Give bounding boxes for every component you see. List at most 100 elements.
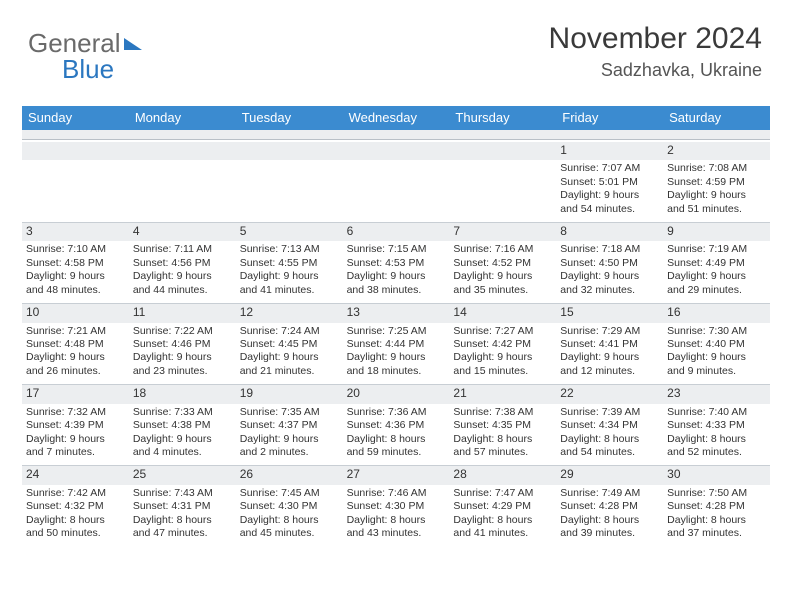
dow-label: Monday <box>129 106 236 130</box>
brand-mark-icon <box>124 38 142 50</box>
day-cell-9: 9Sunrise: 7:19 AMSunset: 4:49 PMDaylight… <box>663 220 770 301</box>
calendar-week: 3Sunrise: 7:10 AMSunset: 4:58 PMDaylight… <box>22 220 770 301</box>
day-of-week-header: SundayMondayTuesdayWednesdayThursdayFrid… <box>22 106 770 130</box>
sunrise-text: Sunrise: 7:40 AM <box>667 406 766 419</box>
day-cell-18: 18Sunrise: 7:33 AMSunset: 4:38 PMDayligh… <box>129 382 236 463</box>
month-title: November 2024 <box>549 22 762 56</box>
sunrise-text: Sunrise: 7:21 AM <box>26 325 125 338</box>
calendar-week: 1Sunrise: 7:07 AMSunset: 5:01 PMDaylight… <box>22 140 770 220</box>
sunrise-text: Sunrise: 7:33 AM <box>133 406 232 419</box>
sunrise-text: Sunrise: 7:07 AM <box>560 162 659 175</box>
day-number <box>343 142 450 160</box>
day-number <box>449 142 556 160</box>
day-cell-29: 29Sunrise: 7:49 AMSunset: 4:28 PMDayligh… <box>556 463 663 544</box>
sunrise-text: Sunrise: 7:45 AM <box>240 487 339 500</box>
daylight-text: Daylight: 9 hours and 48 minutes. <box>26 270 125 297</box>
daylight-text: Daylight: 8 hours and 41 minutes. <box>453 514 552 541</box>
daylight-text: Daylight: 9 hours and 15 minutes. <box>453 351 552 378</box>
dow-label: Friday <box>556 106 663 130</box>
daylight-text: Daylight: 9 hours and 4 minutes. <box>133 433 232 460</box>
daylight-text: Daylight: 8 hours and 37 minutes. <box>667 514 766 541</box>
daylight-text: Daylight: 8 hours and 54 minutes. <box>560 433 659 460</box>
day-cell-10: 10Sunrise: 7:21 AMSunset: 4:48 PMDayligh… <box>22 301 129 382</box>
sunset-text: Sunset: 4:33 PM <box>667 419 766 432</box>
sunset-text: Sunset: 4:52 PM <box>453 257 552 270</box>
sunrise-text: Sunrise: 7:38 AM <box>453 406 552 419</box>
day-cell-3: 3Sunrise: 7:10 AMSunset: 4:58 PMDaylight… <box>22 220 129 301</box>
sunrise-text: Sunrise: 7:08 AM <box>667 162 766 175</box>
day-cell-11: 11Sunrise: 7:22 AMSunset: 4:46 PMDayligh… <box>129 301 236 382</box>
day-number: 12 <box>236 303 343 322</box>
daylight-text: Daylight: 9 hours and 9 minutes. <box>667 351 766 378</box>
day-cell-16: 16Sunrise: 7:30 AMSunset: 4:40 PMDayligh… <box>663 301 770 382</box>
sunrise-text: Sunrise: 7:42 AM <box>26 487 125 500</box>
brand-part2: Blue <box>62 54 114 85</box>
day-cell-14: 14Sunrise: 7:27 AMSunset: 4:42 PMDayligh… <box>449 301 556 382</box>
sunset-text: Sunset: 4:35 PM <box>453 419 552 432</box>
day-cell-30: 30Sunrise: 7:50 AMSunset: 4:28 PMDayligh… <box>663 463 770 544</box>
sunrise-text: Sunrise: 7:46 AM <box>347 487 446 500</box>
day-number: 11 <box>129 303 236 322</box>
daylight-text: Daylight: 9 hours and 12 minutes. <box>560 351 659 378</box>
sunset-text: Sunset: 4:36 PM <box>347 419 446 432</box>
daylight-text: Daylight: 9 hours and 21 minutes. <box>240 351 339 378</box>
day-number: 24 <box>22 465 129 484</box>
sunset-text: Sunset: 4:59 PM <box>667 176 766 189</box>
day-number: 30 <box>663 465 770 484</box>
day-number: 14 <box>449 303 556 322</box>
day-number: 4 <box>129 222 236 241</box>
day-cell-21: 21Sunrise: 7:38 AMSunset: 4:35 PMDayligh… <box>449 382 556 463</box>
calendar-week: 10Sunrise: 7:21 AMSunset: 4:48 PMDayligh… <box>22 301 770 382</box>
day-number: 3 <box>22 222 129 241</box>
daylight-text: Daylight: 9 hours and 38 minutes. <box>347 270 446 297</box>
daylight-text: Daylight: 9 hours and 32 minutes. <box>560 270 659 297</box>
day-cell-empty <box>236 140 343 220</box>
daylight-text: Daylight: 8 hours and 59 minutes. <box>347 433 446 460</box>
sunset-text: Sunset: 4:30 PM <box>240 500 339 513</box>
daylight-text: Daylight: 9 hours and 51 minutes. <box>667 189 766 216</box>
daylight-text: Daylight: 8 hours and 52 minutes. <box>667 433 766 460</box>
day-cell-12: 12Sunrise: 7:24 AMSunset: 4:45 PMDayligh… <box>236 301 343 382</box>
day-number: 18 <box>129 384 236 403</box>
sunset-text: Sunset: 4:40 PM <box>667 338 766 351</box>
sunrise-text: Sunrise: 7:16 AM <box>453 243 552 256</box>
day-number: 13 <box>343 303 450 322</box>
day-number: 19 <box>236 384 343 403</box>
sunset-text: Sunset: 4:46 PM <box>133 338 232 351</box>
sunset-text: Sunset: 4:49 PM <box>667 257 766 270</box>
sunset-text: Sunset: 4:42 PM <box>453 338 552 351</box>
daylight-text: Daylight: 9 hours and 29 minutes. <box>667 270 766 297</box>
day-number: 9 <box>663 222 770 241</box>
sunrise-text: Sunrise: 7:18 AM <box>560 243 659 256</box>
sunrise-text: Sunrise: 7:29 AM <box>560 325 659 338</box>
sunset-text: Sunset: 4:28 PM <box>560 500 659 513</box>
daylight-text: Daylight: 9 hours and 54 minutes. <box>560 189 659 216</box>
day-cell-13: 13Sunrise: 7:25 AMSunset: 4:44 PMDayligh… <box>343 301 450 382</box>
daylight-text: Daylight: 8 hours and 47 minutes. <box>133 514 232 541</box>
location-subtitle: Sadzhavka, Ukraine <box>549 60 762 81</box>
daylight-text: Daylight: 9 hours and 7 minutes. <box>26 433 125 460</box>
day-cell-25: 25Sunrise: 7:43 AMSunset: 4:31 PMDayligh… <box>129 463 236 544</box>
day-number: 16 <box>663 303 770 322</box>
day-cell-15: 15Sunrise: 7:29 AMSunset: 4:41 PMDayligh… <box>556 301 663 382</box>
day-cell-empty <box>449 140 556 220</box>
day-number: 25 <box>129 465 236 484</box>
daylight-text: Daylight: 8 hours and 57 minutes. <box>453 433 552 460</box>
day-cell-17: 17Sunrise: 7:32 AMSunset: 4:39 PMDayligh… <box>22 382 129 463</box>
header-separator <box>22 130 770 140</box>
day-cell-empty <box>22 140 129 220</box>
day-number: 10 <box>22 303 129 322</box>
day-number: 7 <box>449 222 556 241</box>
sunrise-text: Sunrise: 7:32 AM <box>26 406 125 419</box>
dow-label: Wednesday <box>343 106 450 130</box>
daylight-text: Daylight: 9 hours and 23 minutes. <box>133 351 232 378</box>
day-number: 20 <box>343 384 450 403</box>
day-number <box>22 142 129 160</box>
daylight-text: Daylight: 9 hours and 2 minutes. <box>240 433 339 460</box>
sunset-text: Sunset: 4:50 PM <box>560 257 659 270</box>
day-cell-5: 5Sunrise: 7:13 AMSunset: 4:55 PMDaylight… <box>236 220 343 301</box>
day-number: 15 <box>556 303 663 322</box>
sunset-text: Sunset: 4:56 PM <box>133 257 232 270</box>
sunset-text: Sunset: 4:28 PM <box>667 500 766 513</box>
day-cell-8: 8Sunrise: 7:18 AMSunset: 4:50 PMDaylight… <box>556 220 663 301</box>
